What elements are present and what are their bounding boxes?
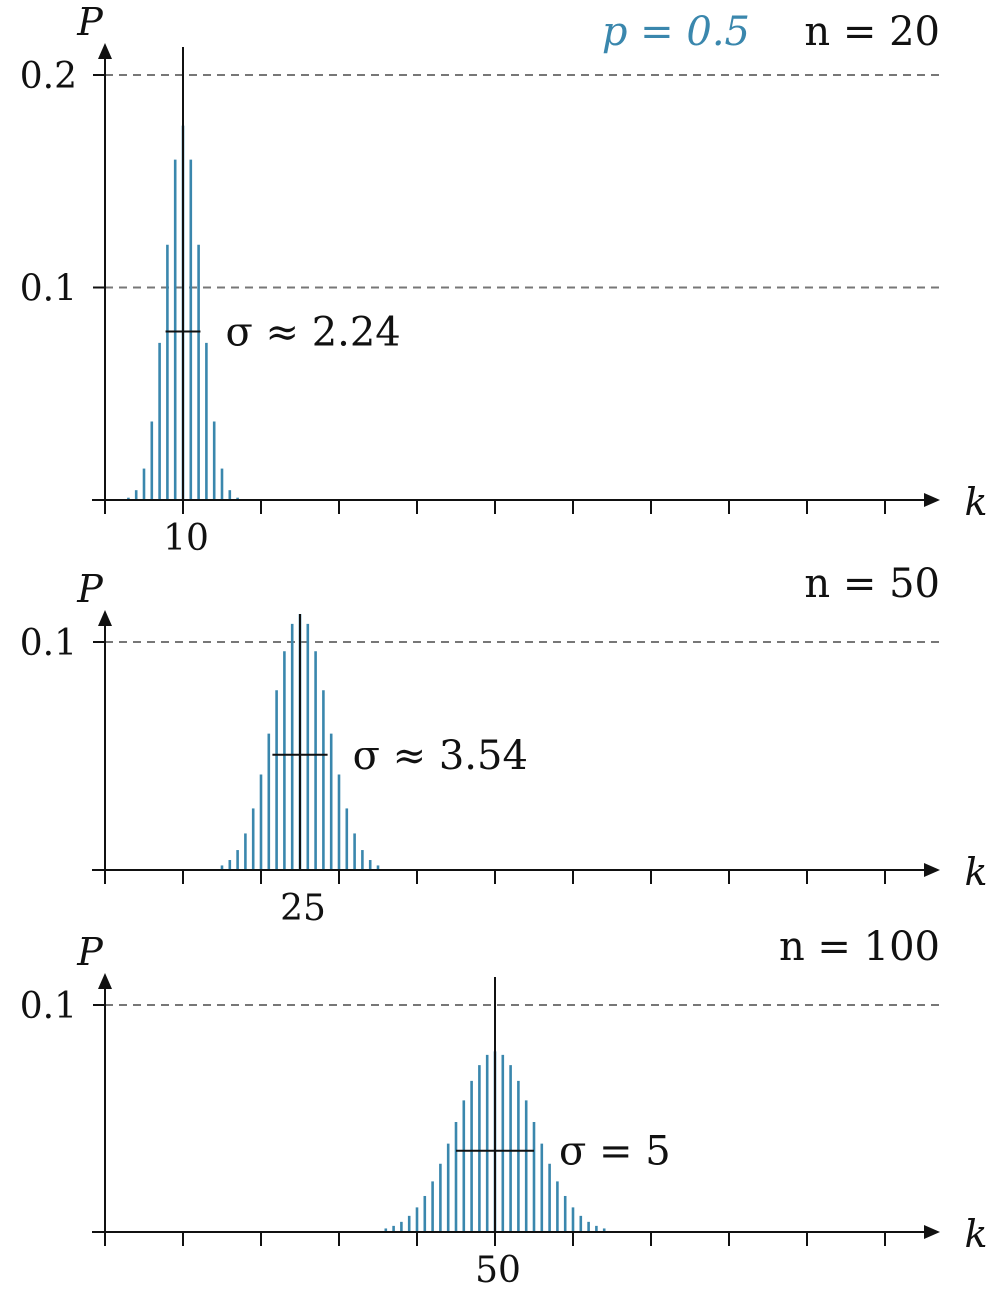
x-axis-label: k [964,1212,987,1256]
x-axis-label: k [964,850,987,894]
chart-panels: 0.1 0.2 10 k P n = 20 σ ≈ 2.24 0.1 25 k P n = 50 σ ≈… [20,0,988,1291]
y-tick-label: 0.1 [20,986,77,1027]
sigma-label: σ = 5 [559,1129,671,1175]
x-tick-label: 10 [163,518,209,559]
n-label: n = 20 [804,9,940,55]
p-parameter-label: p = 0.5 [602,9,750,55]
y-axis-label: P [76,567,104,611]
chart-panel-n100: 0.1 50 k P n = 100 σ = 5 [20,924,988,1291]
sigma-label: σ ≈ 3.54 [353,733,528,779]
y-tick-label: 0.2 [20,56,77,97]
x-tick-label: 25 [280,888,326,929]
y-tick-label: 0.1 [20,623,77,664]
y-axis-label: P [76,930,104,974]
y-axis-arrow [98,973,112,989]
y-axis-label: P [76,0,104,44]
x-axis-arrow [924,493,940,507]
n-label: n = 100 [779,924,940,970]
x-tick-label: 50 [475,1250,521,1291]
y-axis-arrow [98,610,112,626]
x-axis-arrow [924,1225,940,1239]
sigma-label: σ ≈ 2.24 [225,310,400,356]
y-tick-label: 0.1 [20,269,77,310]
n-label: n = 50 [804,561,940,607]
chart-panel-n20: 0.1 0.2 10 k P n = 20 σ ≈ 2.24 [20,0,988,559]
chart-panel-n50: 0.1 25 k P n = 50 σ ≈ 3.54 [20,561,988,929]
x-axis-arrow [924,863,940,877]
y-axis-arrow [98,43,112,59]
x-axis-label: k [964,480,987,524]
